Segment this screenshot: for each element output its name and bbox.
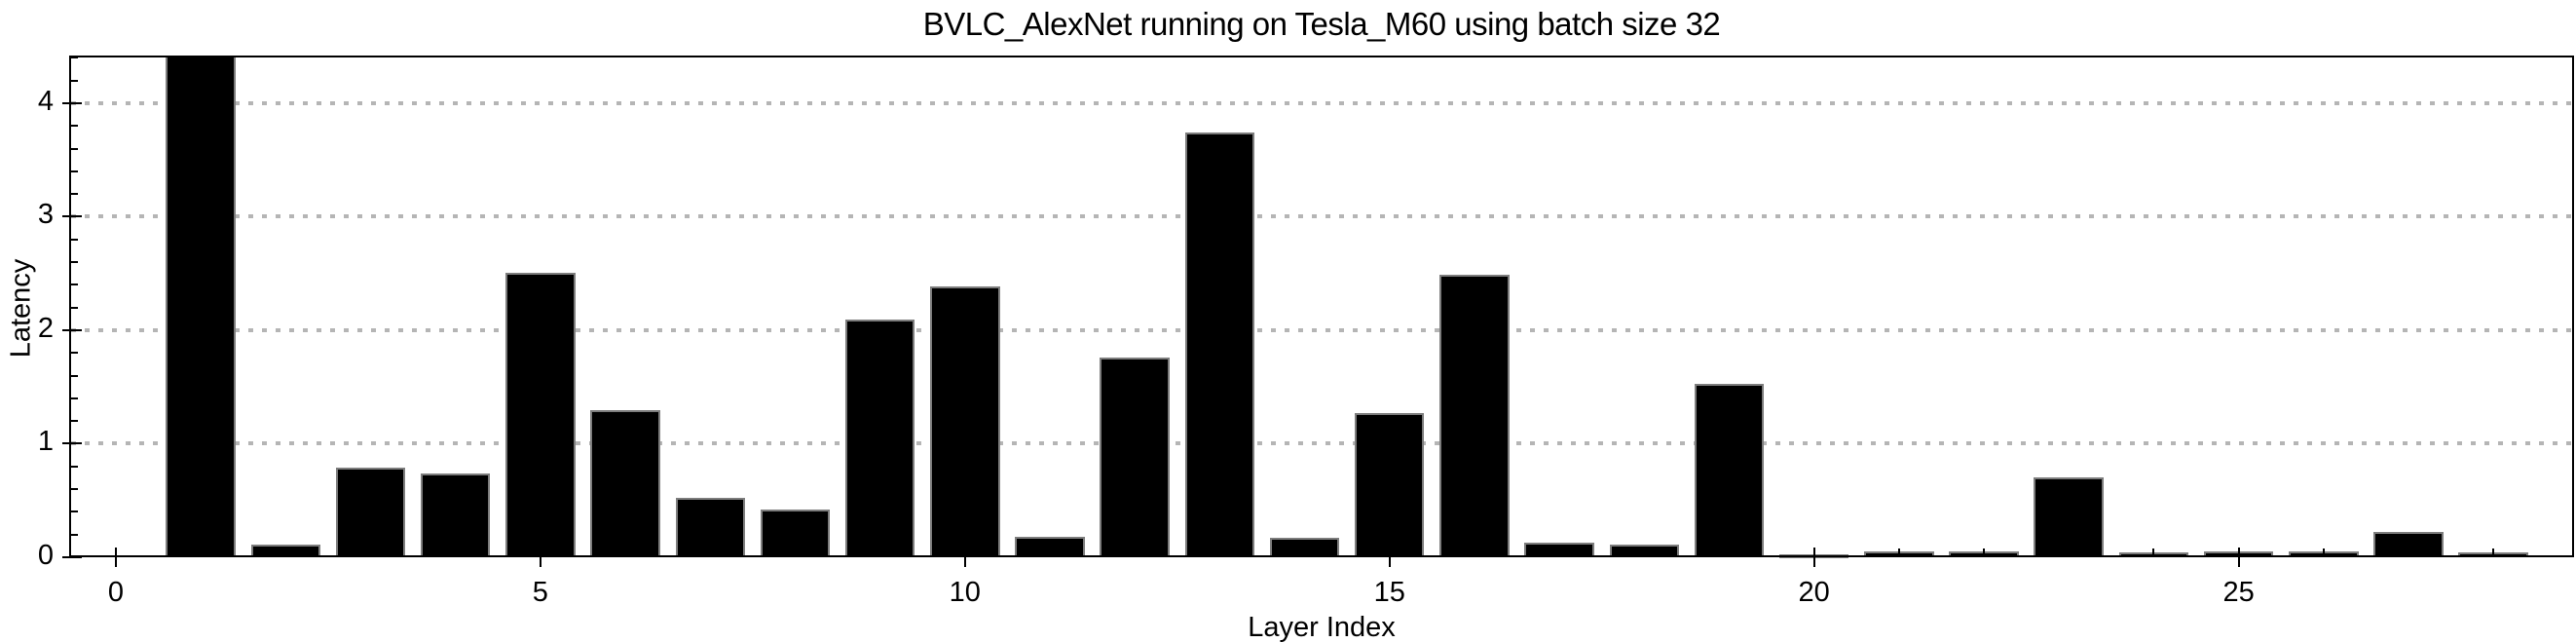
x-tick-label: 20 [1798,577,1830,608]
y-tick-label: 4 [37,85,54,117]
bar [844,320,915,557]
bar [675,498,745,557]
bar [930,285,1000,557]
y-minor-tick [69,57,78,59]
bar [2034,477,2104,557]
y-tick-label: 2 [37,312,54,344]
x-minor-tick [1897,548,1900,557]
y-minor-tick [69,374,78,377]
x-minor-tick [794,548,797,557]
x-minor-tick [1558,548,1561,557]
x-minor-tick [369,548,372,557]
x-minor-tick [1049,548,1051,557]
y-minor-tick [69,170,78,172]
y-minor-tick [69,488,78,491]
y-major-tick [62,328,82,331]
y-minor-tick [69,533,78,536]
x-major-tick [1388,548,1391,567]
y-major-tick [62,215,82,218]
y-minor-tick [69,261,78,264]
x-minor-tick [200,548,203,557]
x-major-tick [2237,548,2240,567]
x-tick-label: 15 [1373,577,1405,608]
y-gridline [71,100,2572,105]
y-gridline [71,327,2572,332]
y-minor-tick [69,397,78,399]
x-minor-tick [2407,548,2409,557]
y-tick-label: 0 [37,540,54,571]
x-minor-tick [2152,548,2155,557]
y-major-tick [62,101,82,104]
x-minor-tick [709,548,712,557]
bar [1355,413,1425,557]
x-minor-tick [2492,548,2495,557]
x-minor-tick [284,548,287,557]
y-minor-tick [69,79,78,82]
bar [420,473,491,557]
y-tick-label: 1 [37,426,54,458]
x-major-tick [1812,548,1815,567]
y-minor-tick [69,306,78,309]
x-minor-tick [1473,548,1475,557]
y-minor-tick [69,284,78,286]
y-axis-label: Latency [5,258,37,359]
x-tick-label: 25 [2222,577,2255,608]
bar [1694,383,1765,557]
x-minor-tick [1643,548,1646,557]
x-tick-label: 5 [532,577,548,608]
x-major-tick [539,548,541,567]
bar [505,272,576,557]
y-minor-tick [69,352,78,355]
x-major-tick [963,548,966,567]
bar [1184,132,1255,557]
x-minor-tick [624,548,627,557]
y-minor-tick [69,193,78,196]
x-tick-label: 10 [949,577,981,608]
y-minor-tick [69,238,78,241]
y-gridline [71,441,2572,446]
x-minor-tick [2068,548,2071,557]
bar [1439,274,1510,557]
bar [166,56,236,557]
x-minor-tick [1728,548,1731,557]
y-tick-label: 3 [37,199,54,231]
y-major-tick [62,442,82,445]
y-minor-tick [69,147,78,150]
y-major-tick [62,556,82,558]
bar [335,467,406,557]
x-minor-tick [2322,548,2325,557]
x-axis-label: Layer Index [1248,612,1396,643]
x-minor-tick [1218,548,1221,557]
chart-title: BVLC_AlexNet running on Tesla_M60 using … [922,6,1721,42]
x-minor-tick [1134,548,1137,557]
x-major-tick [114,548,117,567]
x-tick-label: 0 [107,577,124,608]
y-gridline [71,214,2572,219]
x-minor-tick [1983,548,1986,557]
y-minor-tick [69,420,78,423]
y-minor-tick [69,465,78,468]
bar [590,409,660,557]
x-minor-tick [878,548,881,557]
y-minor-tick [69,511,78,513]
x-minor-tick [454,548,457,557]
bar [1100,357,1170,557]
x-minor-tick [1303,548,1306,557]
y-minor-tick [69,125,78,128]
